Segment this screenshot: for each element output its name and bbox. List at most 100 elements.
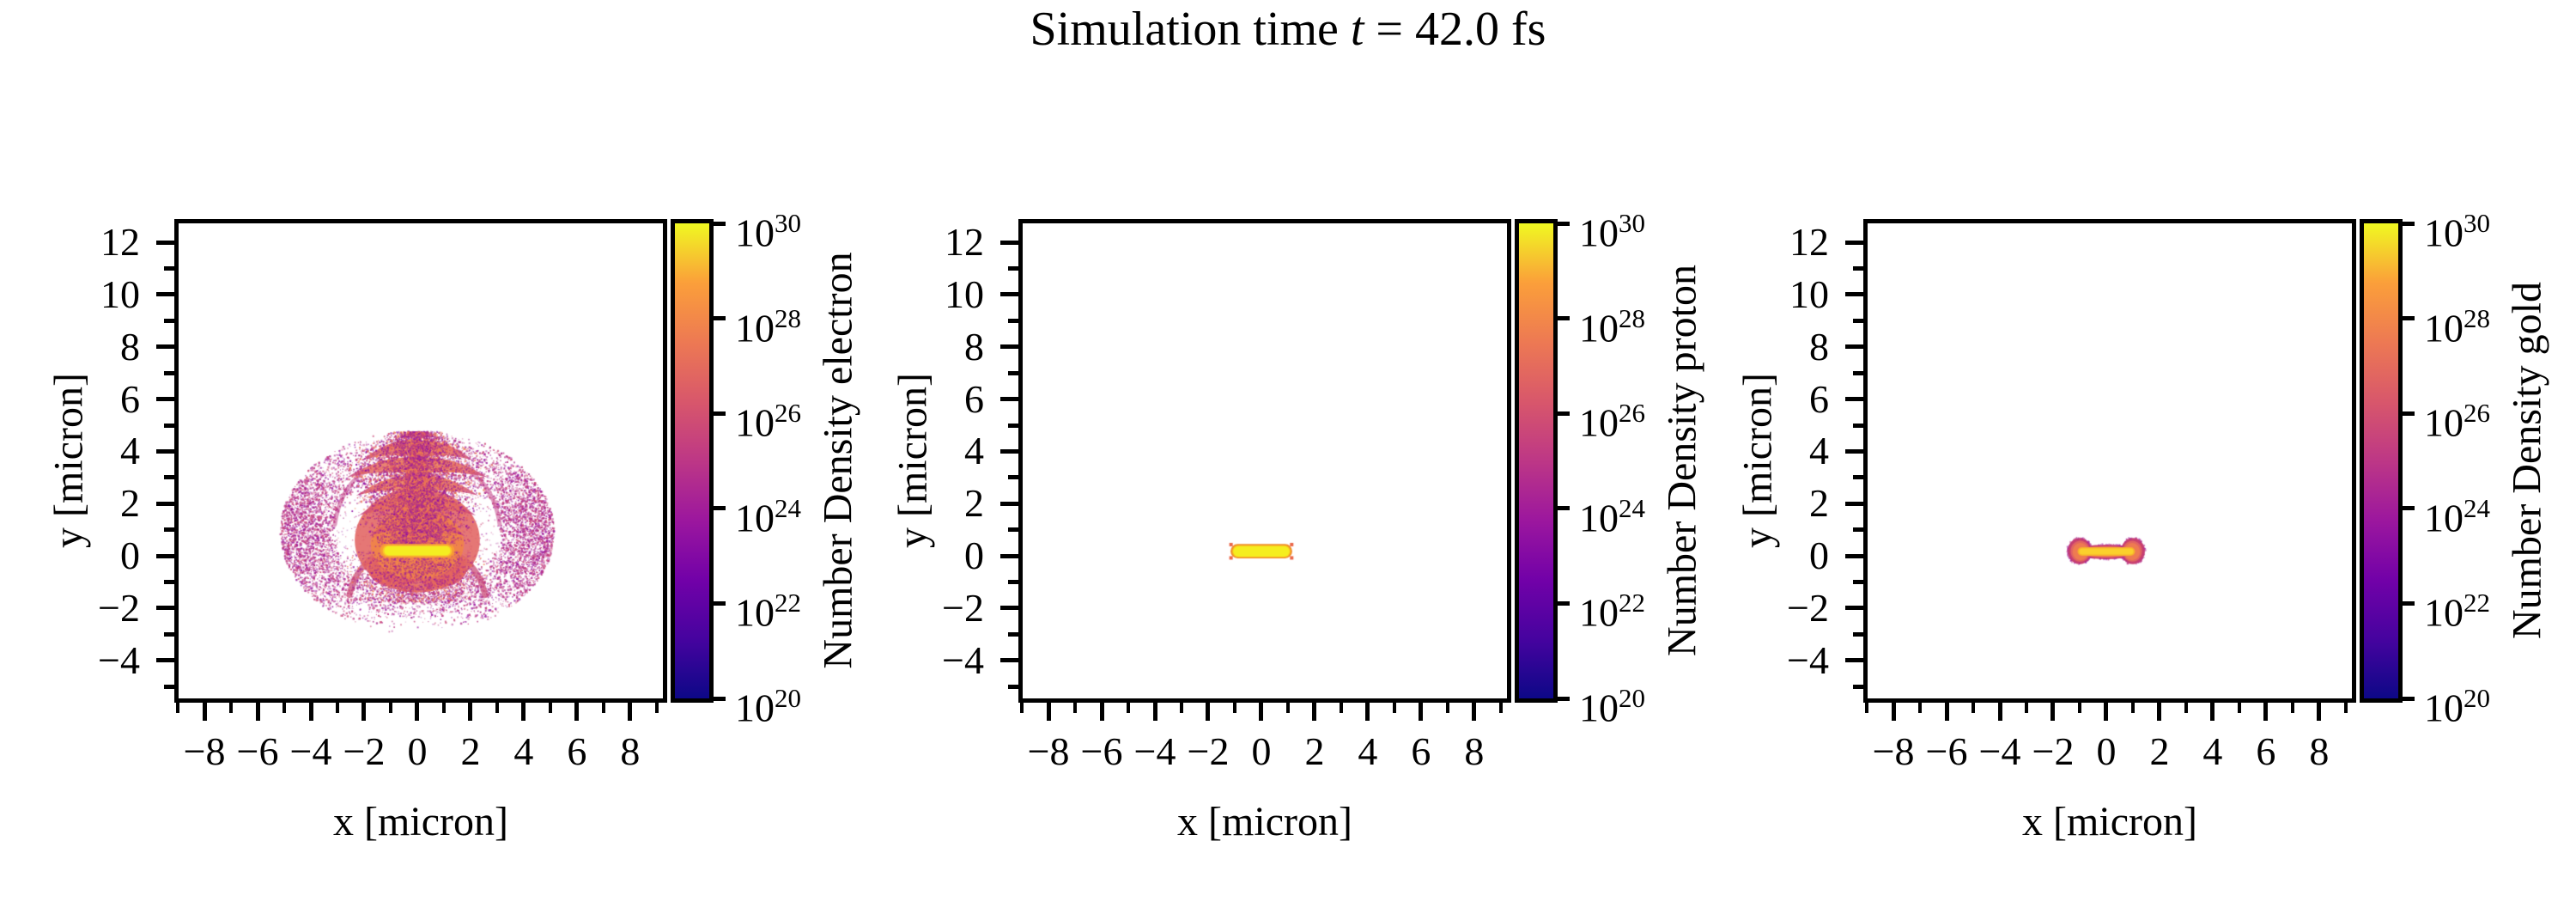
x-tick-label: 8 [2309, 729, 2330, 773]
y-tick-label: 4 [1809, 429, 1829, 473]
y-minor-tick [164, 579, 174, 584]
x-minor-tick [1073, 703, 1078, 713]
colorbar-tick-label: 1020 [735, 683, 801, 730]
x-major-tick [202, 703, 207, 721]
x-minor-tick [1339, 703, 1343, 713]
colorbar-tick [1558, 600, 1570, 606]
x-minor-tick [336, 703, 339, 713]
density-field-canvas [179, 223, 663, 698]
x-minor-tick [2290, 703, 2294, 713]
x-major-tick [1099, 703, 1104, 721]
y-tick-label: −2 [942, 585, 984, 630]
x-major-tick [1944, 703, 1949, 721]
x-minor-tick [1498, 703, 1503, 713]
x-minor-tick [2077, 703, 2081, 713]
x-minor-tick [601, 703, 605, 713]
y-tick-label: 8 [120, 324, 140, 369]
y-minor-tick [1008, 527, 1018, 533]
x-tick-label: 6 [1411, 729, 1431, 773]
colorbar-tick [2403, 411, 2415, 416]
y-major-tick [1000, 240, 1018, 245]
y-minor-tick [1008, 579, 1018, 584]
y-major-tick [1845, 553, 1863, 558]
y-tick-label: 0 [120, 533, 140, 577]
y-tick-label: 0 [964, 533, 984, 577]
y-major-tick [156, 292, 174, 297]
x-minor-tick [2343, 703, 2348, 713]
colorbar [2360, 219, 2403, 703]
x-tick-label: 0 [2096, 729, 2117, 773]
x-minor-tick [1020, 703, 1024, 713]
density-field-canvas [1023, 223, 1507, 698]
colorbar-tick [714, 221, 726, 226]
y-minor-tick [1008, 266, 1018, 271]
y-tick-label: 10 [1789, 271, 1829, 316]
y-tick-label: 8 [1809, 324, 1829, 369]
x-minor-tick [1180, 703, 1183, 713]
x-tick-label: 0 [407, 729, 428, 773]
y-minor-tick [1853, 318, 1863, 323]
x-minor-tick [1127, 703, 1131, 713]
y-minor-tick [164, 266, 174, 271]
y-minor-tick [1008, 684, 1018, 689]
x-axis-label: x [micron] [2022, 799, 2197, 844]
y-tick-label: −4 [1787, 637, 1829, 682]
colorbar-tick-label: 1028 [2424, 302, 2490, 350]
x-major-tick [2050, 703, 2056, 721]
x-tick-label: 2 [460, 729, 481, 773]
x-minor-tick [388, 703, 392, 713]
x-tick-label: −8 [183, 729, 226, 773]
colorbar-tick [2403, 221, 2415, 226]
x-major-tick [1312, 703, 1317, 721]
colorbar-tick-label: 1030 [2424, 208, 2490, 255]
figure-title: Simulation time t = 42.0 fs [0, 2, 2576, 57]
y-minor-tick [1008, 631, 1018, 637]
x-tick-label: −2 [343, 729, 386, 773]
x-tick-label: −4 [289, 729, 332, 773]
x-major-tick [2104, 703, 2109, 721]
x-minor-tick [1392, 703, 1396, 713]
x-major-tick [361, 703, 367, 721]
y-minor-tick [1853, 527, 1863, 533]
colorbar-tick-label: 1022 [735, 588, 801, 635]
x-tick-label: −8 [1872, 729, 1915, 773]
colorbar-tick-label: 1028 [1579, 302, 1645, 350]
x-tick-label: 2 [1304, 729, 1325, 773]
x-major-tick [255, 703, 260, 721]
y-tick-label: 6 [1809, 376, 1829, 421]
y-major-tick [1845, 658, 1863, 663]
y-tick-label: 4 [964, 429, 984, 473]
y-minor-tick [1853, 475, 1863, 480]
x-tick-label: −2 [1187, 729, 1230, 773]
colorbar-tick-label: 1024 [1579, 492, 1645, 540]
y-minor-tick [1853, 423, 1863, 428]
y-major-tick [1845, 292, 1863, 297]
x-major-tick [2317, 703, 2322, 721]
colorbar-tick-label: 1020 [1579, 683, 1645, 730]
y-major-tick [1000, 397, 1018, 402]
y-tick-label: 12 [100, 220, 140, 265]
y-tick-label: 12 [945, 220, 984, 265]
x-major-tick [574, 703, 580, 721]
y-minor-tick [1008, 423, 1018, 428]
axes-spine-top [1018, 219, 1511, 223]
colorbar-tick-label: 1024 [735, 492, 801, 540]
x-tick-label: −6 [1080, 729, 1123, 773]
y-major-tick [1000, 448, 1018, 454]
y-major-tick [1000, 606, 1018, 611]
axes-spine-right [1507, 219, 1511, 703]
y-major-tick [156, 240, 174, 245]
y-major-tick [1000, 292, 1018, 297]
y-major-tick [1845, 240, 1863, 245]
y-minor-tick [164, 527, 174, 533]
colorbar-tick-label: 1022 [2424, 588, 2490, 635]
axes-spine-bottom [174, 698, 667, 703]
figure-title-variable: t [1350, 3, 1364, 56]
y-tick-label: 10 [945, 271, 984, 316]
x-minor-tick [1232, 703, 1236, 713]
y-major-tick [156, 344, 174, 350]
x-minor-tick [1285, 703, 1290, 713]
axes-spine-left [1018, 219, 1023, 703]
x-tick-label: 4 [513, 729, 534, 773]
